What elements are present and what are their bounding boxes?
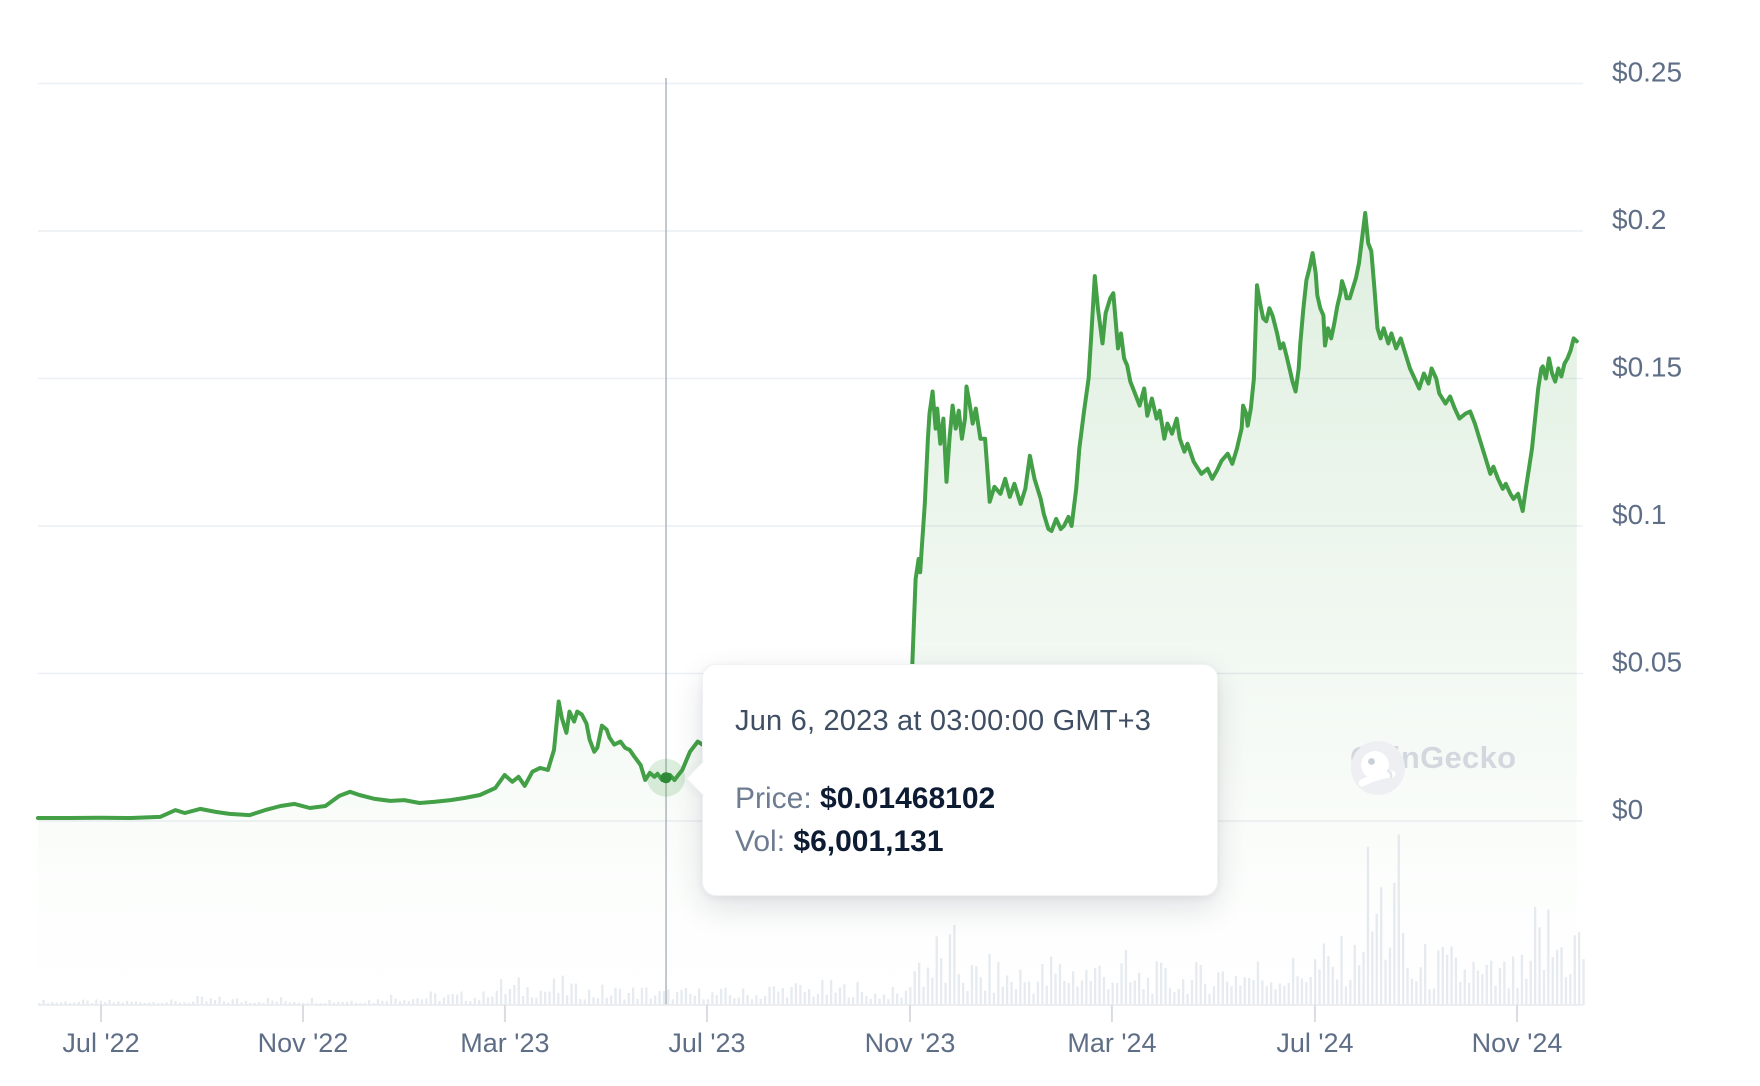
chart-tooltip: Jun 6, 2023 at 03:00:00 GMT+3 Price: $0.… xyxy=(685,664,1218,896)
x-axis-label: Nov '23 xyxy=(865,1028,956,1058)
x-axis-label: Nov '24 xyxy=(1472,1028,1563,1058)
y-axis-label: $0.2 xyxy=(1612,204,1667,235)
tooltip-price-label: Price: xyxy=(735,782,812,815)
hover-point-dot xyxy=(660,772,672,784)
y-axis-label: $0.1 xyxy=(1612,499,1667,530)
y-axis-label: $0 xyxy=(1612,794,1643,825)
x-axis-label: Mar '24 xyxy=(1067,1028,1156,1058)
tooltip-price-row: Price: $0.01468102 xyxy=(735,782,1185,816)
price-line xyxy=(36,211,1579,820)
y-axis-label: $0.05 xyxy=(1612,647,1682,678)
x-axis-label: Nov '22 xyxy=(258,1028,349,1058)
x-axis-label: Jul '24 xyxy=(1276,1028,1353,1058)
tooltip-volume-row: Vol: $6,001,131 xyxy=(735,825,1185,859)
y-axis-label: $0.15 xyxy=(1612,352,1682,383)
tooltip-volume-value: $6,001,131 xyxy=(793,825,944,858)
x-axis-label: Jul '22 xyxy=(62,1028,139,1058)
tooltip-volume-label: Vol: xyxy=(735,825,786,858)
x-axis-label: Jul '23 xyxy=(668,1028,745,1058)
volume-bar xyxy=(1578,931,1581,1005)
y-axis-label: $0.25 xyxy=(1612,57,1682,88)
tooltip-date: Jun 6, 2023 at 03:00:00 GMT+3 xyxy=(735,705,1152,737)
volume-bar xyxy=(1582,959,1585,1005)
tooltip-price-value: $0.01468102 xyxy=(820,782,996,815)
x-axis-label: Mar '23 xyxy=(460,1028,549,1058)
